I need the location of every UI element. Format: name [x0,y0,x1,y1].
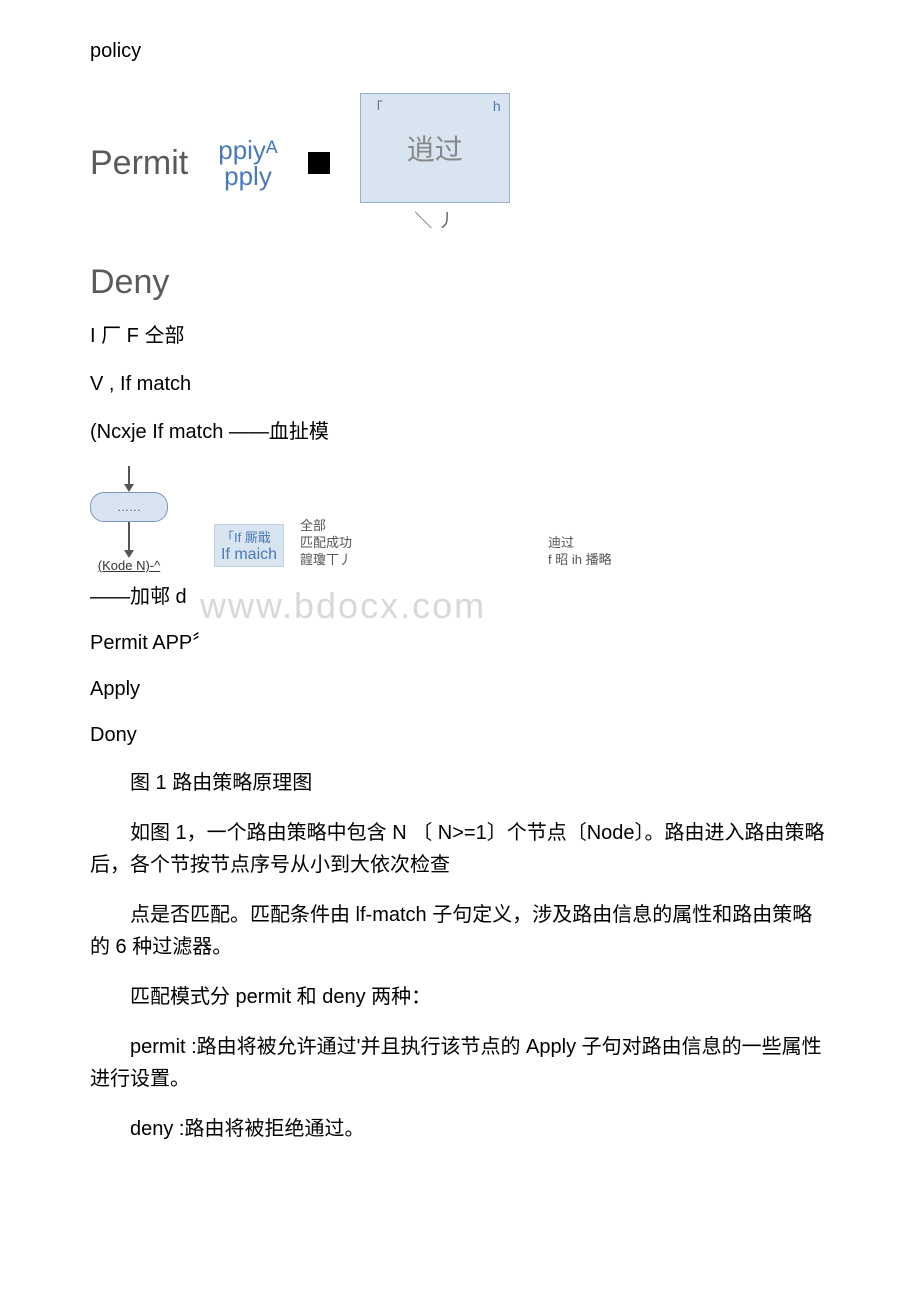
text-line-3: (Ncxje If match ——血扯模 [90,418,830,446]
col1-c: 韹瓊丅丿 [300,552,352,569]
ppiy-bottom: pply [224,163,272,189]
passbox-wrapper: 「 h 逍过 ＼ 丿 [360,93,510,233]
text-line-2: V , If match [90,370,830,398]
black-square-icon [308,152,330,174]
permit-label: Permit [90,144,188,183]
ifmatch-bottom: If maich [221,546,277,564]
deny-label: Deny [90,263,830,302]
paragraph-3: 匹配模式分 permit 和 deny 两种： [90,981,830,1013]
paragraph-2: 点是否匹配。匹配条件由 lf-match 子句定义，涉及路由信息的属性和路由策略… [90,899,830,963]
pass-box: 「 h 逍过 [360,93,510,203]
mid-line-2: Permit APP〞 [90,629,830,657]
col1-b: 匹配成功 [300,535,352,552]
passbox-below: ＼ 丿 [360,207,510,233]
paragraph-4: permit :路由将被允许通过'并且执行该节点的 Apply 子句对路由信息的… [90,1031,830,1095]
permit-row: Permit ppiyᴬ pply 「 h 逍过 ＼ 丿 [90,93,830,233]
col1-a: 全部 [300,518,352,535]
page-content: policy Permit ppiyᴬ pply 「 h 逍过 ＼ 丿 Deny… [0,0,920,1203]
match-success-col: 全部 匹配成功 韹瓊丅丿 [300,518,352,569]
mid-line-4: Dony [90,721,830,749]
corner-left: 「 [369,98,383,118]
kode-label: (Kode N)-^ [98,558,160,573]
text-line-1: I 厂 F 仝部 [90,322,830,350]
node-box: …… [90,492,168,522]
paragraph-1: 如图 1，一个路由策略中包含 N 〔 N>=1〕个节点〔Node〕。路由进入路由… [90,817,830,881]
arrow-in [124,466,134,492]
figure-caption: 图 1 路由策略原理图 [90,767,830,799]
ifmatch-top: 「If 厮戢 [221,527,277,546]
corner-h: h [493,98,501,114]
ifmatch-block: 「If 厮戢 If maich [214,524,284,567]
paragraph-5: deny :路由将被拒绝通过。 [90,1113,830,1145]
ppiy-block: ppiyᴬ pply [218,137,277,189]
mid-line-1: ——加邨 d [90,583,830,611]
mid-line-3: Apply [90,675,830,703]
node-column: …… (Kode N)-^ [90,466,168,573]
passbox-text: 逍过 [407,128,463,168]
col2-a: 迪过 [548,535,612,552]
mid-diagram: …… (Kode N)-^ 「If 厮戢 If maich 全部 匹配成功 韹瓊… [90,466,830,573]
ppiy-top: ppiyᴬ [218,137,277,163]
policy-label: policy [90,40,830,63]
col2-b: f 昭 ih 播略 [548,552,612,569]
arrow-out [124,522,134,558]
strategy-col: 迪过 f 昭 ih 播略 [548,535,612,569]
